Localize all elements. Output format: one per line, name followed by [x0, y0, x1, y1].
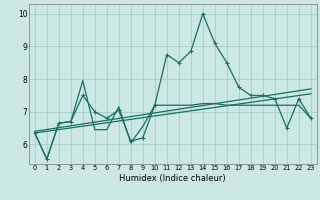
X-axis label: Humidex (Indice chaleur): Humidex (Indice chaleur) [119, 174, 226, 183]
